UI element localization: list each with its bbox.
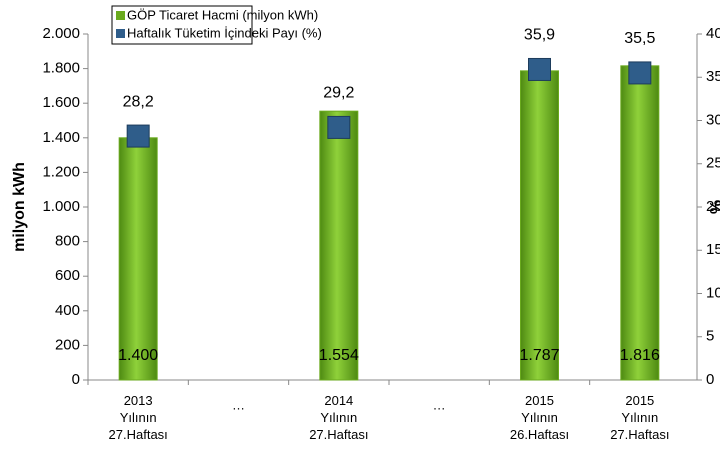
- y-tick-label: 200: [55, 336, 80, 353]
- y-tick-label: 600: [55, 267, 80, 284]
- marker-value-label: 35,5: [624, 30, 655, 47]
- y2-tick-label: 35: [706, 68, 720, 85]
- y-tick-label: 0: [72, 371, 80, 388]
- y2-tick-label: 0: [706, 371, 714, 388]
- legend-label: GÖP Ticaret Hacmi (milyon kWh): [127, 7, 318, 22]
- x-tick-label: …: [232, 397, 245, 412]
- y2-tick-label: 40: [706, 25, 720, 42]
- bar: [118, 137, 158, 381]
- y2-tick-label: 15: [706, 241, 720, 258]
- bar: [520, 70, 559, 381]
- x-tick-label: 2015 Yılının 27.Haftası: [610, 393, 669, 442]
- bar-value-label: 1.400: [118, 347, 158, 364]
- y-tick-label: 1.400: [42, 129, 80, 146]
- marker: [628, 61, 652, 85]
- y-tick-label: 1.200: [42, 163, 80, 180]
- marker: [327, 115, 351, 139]
- y2-tick-label: 20: [706, 198, 720, 215]
- bar-value-label: 1.816: [620, 347, 660, 364]
- bar: [620, 65, 660, 381]
- y2-tick-label: 10: [706, 284, 720, 301]
- marker-value-label: 28,2: [123, 93, 154, 110]
- y-tick-label: 400: [55, 302, 80, 319]
- legend-box: [111, 5, 253, 45]
- bar-value-label: 1.787: [519, 347, 559, 364]
- marker: [126, 124, 150, 148]
- legend: GÖP Ticaret Hacmi (milyon kWh) Haftalık T…: [111, 5, 322, 45]
- y2-tick-label: 25: [706, 155, 720, 172]
- y-tick-label: 800: [55, 233, 80, 250]
- marker-value-label: 35,9: [524, 27, 555, 44]
- y2-tick-label: 5: [706, 328, 714, 345]
- y-tick-label: 1.000: [42, 198, 80, 215]
- x-tick-label: 2015 Yılının 26.Haftası: [510, 393, 569, 442]
- x-tick-label: 2013 Yılının 27.Haftası: [109, 393, 168, 442]
- y2-tick-label: 30: [706, 111, 720, 128]
- bar: [319, 110, 359, 381]
- legend-label: Haftalık Tüketim İçindeki Payı (%): [127, 25, 322, 40]
- y-axis-label: milyon kWh: [11, 162, 28, 252]
- y2-axis-label: %: [706, 200, 720, 214]
- y-tick-label: 1.600: [42, 94, 80, 111]
- marker-value-label: 29,2: [323, 85, 354, 102]
- legend-swatch: [116, 11, 125, 20]
- x-tick-label: 2014 Yılının 27.Haftası: [309, 393, 368, 442]
- y-tick-label: 2.000: [42, 25, 80, 42]
- y-tick-label: 1.800: [42, 60, 80, 77]
- x-tick-label: …: [433, 397, 446, 412]
- marker: [528, 57, 551, 81]
- bar-value-label: 1.554: [319, 347, 359, 364]
- legend-swatch: [116, 29, 125, 38]
